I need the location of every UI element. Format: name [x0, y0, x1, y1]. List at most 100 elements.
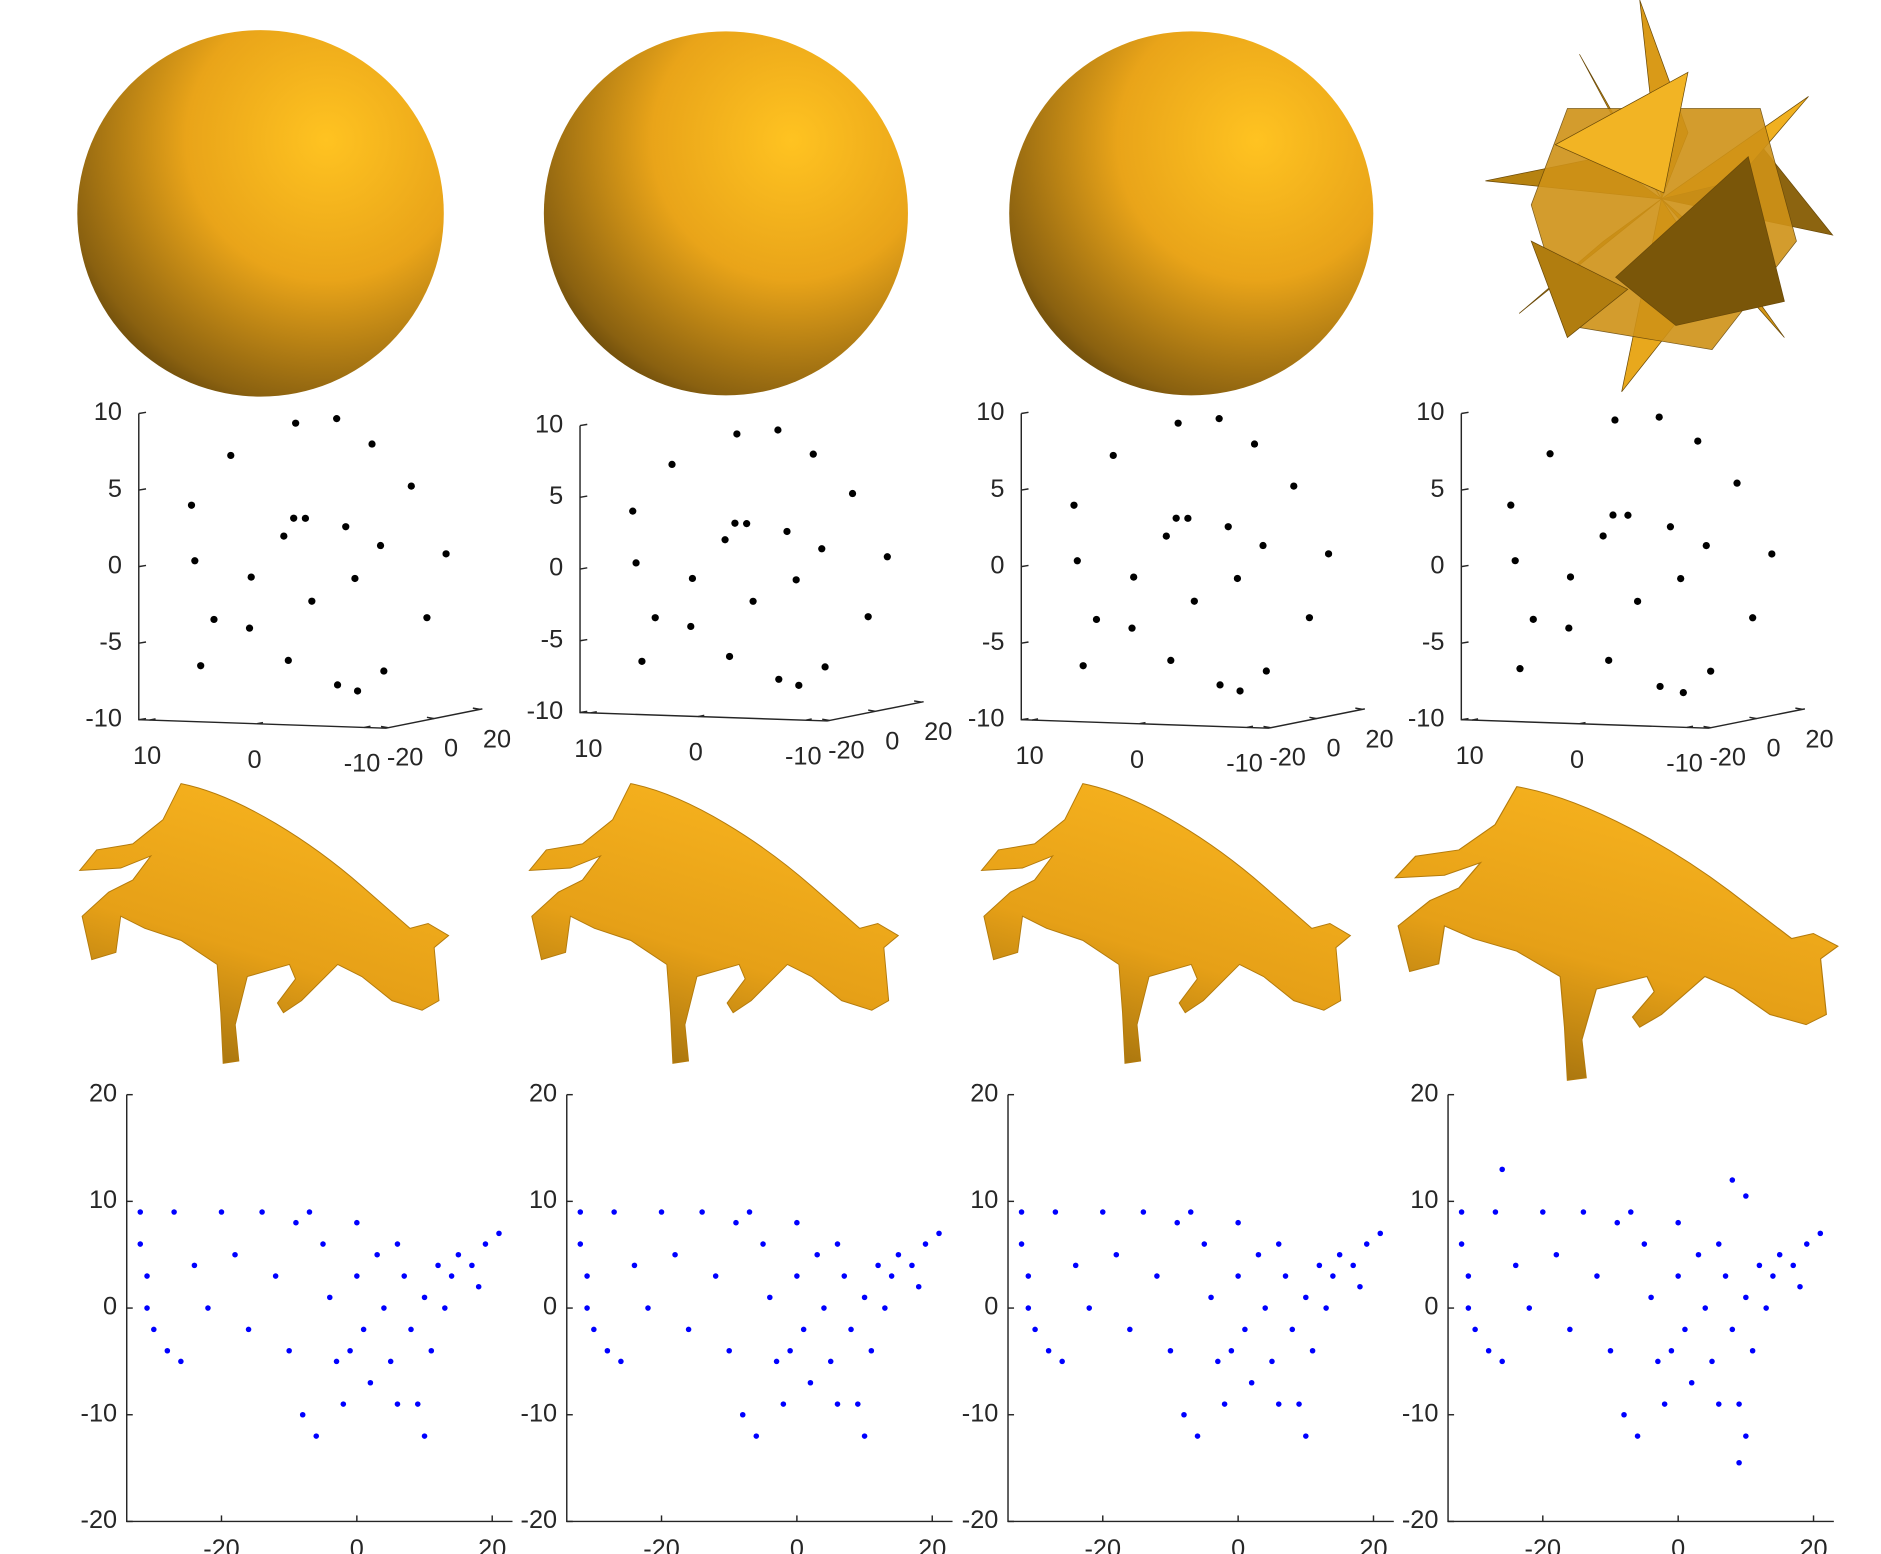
point	[342, 523, 349, 530]
point	[1173, 515, 1180, 522]
y-tick-label: -5	[982, 628, 1005, 656]
point	[1675, 1273, 1681, 1279]
point	[1675, 1220, 1681, 1226]
point	[292, 420, 299, 427]
point	[1377, 1231, 1383, 1237]
y-tick-label: -10	[1402, 1399, 1439, 1427]
y-tick-label: -20	[1402, 1506, 1439, 1534]
sphere	[77, 30, 443, 396]
point	[308, 598, 315, 605]
point	[1594, 1273, 1600, 1279]
point	[1235, 1273, 1241, 1279]
point	[1702, 1305, 1708, 1311]
cow	[529, 784, 898, 1064]
tick-mark	[580, 424, 587, 425]
tick-mark	[1021, 489, 1028, 490]
y-tick-label: -10	[85, 704, 122, 732]
x-tick-label: 0	[1231, 1535, 1245, 1554]
point	[151, 1327, 157, 1333]
point	[1026, 1273, 1032, 1279]
point	[754, 1433, 760, 1439]
point	[415, 1401, 421, 1407]
tick-mark	[580, 568, 587, 569]
tick-mark	[1021, 642, 1028, 643]
point	[307, 1209, 313, 1215]
point	[351, 575, 358, 582]
point	[197, 662, 204, 669]
y-tick-label: 10	[529, 1186, 557, 1214]
z-tick-label: -20	[828, 737, 865, 765]
point	[775, 676, 782, 683]
point	[1554, 1252, 1560, 1258]
point	[1093, 616, 1100, 623]
x-tick-label: 10	[1016, 742, 1044, 770]
point	[1703, 542, 1710, 549]
point	[794, 1220, 800, 1226]
y-tick-label: 10	[535, 410, 563, 438]
x-tick-label: -20	[1525, 1535, 1562, 1554]
y-tick-label: 0	[1424, 1293, 1438, 1321]
point	[422, 1295, 428, 1301]
x-tick-label: -10	[344, 750, 381, 778]
point	[875, 1263, 881, 1269]
tick-mark	[427, 717, 434, 718]
y-tick-label: 5	[549, 482, 563, 510]
point	[144, 1273, 150, 1279]
y-tick-label: 5	[108, 475, 122, 503]
y-tick-label: 20	[970, 1079, 998, 1107]
point	[1757, 1263, 1763, 1269]
point	[896, 1252, 902, 1258]
z-tick-label: 20	[1805, 725, 1833, 753]
point	[144, 1305, 150, 1311]
point	[699, 1209, 705, 1215]
point	[1736, 1460, 1742, 1466]
point	[191, 557, 198, 564]
tick-mark	[139, 565, 146, 566]
point	[1303, 1433, 1309, 1439]
point	[1073, 1263, 1079, 1269]
point	[1667, 523, 1674, 530]
point	[1251, 440, 1258, 447]
point	[1202, 1241, 1208, 1247]
y-tick-label: -5	[1422, 628, 1444, 656]
x-tick-label: 0	[1130, 746, 1144, 774]
point	[171, 1209, 177, 1215]
point	[821, 663, 828, 670]
point	[449, 1273, 455, 1279]
point	[733, 430, 740, 437]
point	[1303, 1295, 1309, 1301]
point	[1026, 1305, 1032, 1311]
x-tick-label: -10	[1666, 750, 1703, 778]
point	[361, 1327, 367, 1333]
point	[354, 687, 361, 694]
point	[1707, 668, 1714, 675]
point	[1696, 1252, 1702, 1258]
point	[1127, 1327, 1133, 1333]
y-tick-label: 20	[529, 1079, 557, 1107]
point	[395, 1401, 401, 1407]
point	[611, 1209, 617, 1215]
y-tick-label: -10	[527, 697, 564, 725]
point	[760, 1241, 766, 1247]
point	[1768, 550, 1775, 557]
point	[1749, 614, 1756, 621]
axis-line	[1461, 414, 1805, 729]
point	[747, 1209, 753, 1215]
point	[1634, 598, 1641, 605]
point	[1046, 1348, 1052, 1354]
z-tick-label: -20	[1709, 744, 1746, 772]
point	[1682, 1327, 1688, 1333]
point	[835, 1241, 841, 1247]
x-tick-label: -10	[1226, 750, 1263, 778]
point	[300, 1412, 306, 1418]
axis-line	[127, 1095, 513, 1522]
point	[429, 1348, 435, 1354]
x-tick-label: 20	[1359, 1535, 1387, 1554]
point	[408, 482, 415, 489]
x-tick-label: -20	[643, 1535, 680, 1554]
y-tick-label: 5	[990, 475, 1004, 503]
point	[1656, 413, 1663, 420]
z-tick-label: 0	[444, 735, 458, 763]
point	[1070, 502, 1077, 509]
point	[1290, 1327, 1296, 1333]
